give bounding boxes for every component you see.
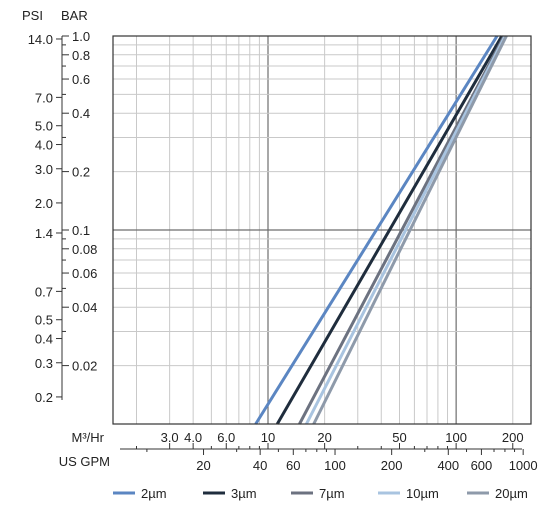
y-tick-label-bar: 0.8 xyxy=(72,48,90,63)
y-tick-label-psi: 4.0 xyxy=(35,138,53,153)
x-tick-label-m3hr: 4.0 xyxy=(184,430,202,445)
y-tick-label-psi: 1.4 xyxy=(35,226,53,241)
x-tick-label-gpm: 400 xyxy=(437,458,459,473)
y-tick-label-psi: 3.0 xyxy=(35,162,53,177)
x-tick-label-gpm: 40 xyxy=(253,458,267,473)
x-unit-gpm: US GPM xyxy=(59,454,110,469)
y-tick-label-bar: 0.6 xyxy=(72,72,90,87)
series-line xyxy=(312,35,508,425)
x-tick-label-gpm: 1000 xyxy=(509,458,538,473)
x-tick-label-gpm: 60 xyxy=(286,458,300,473)
series-line xyxy=(298,35,506,425)
y-tick-label-bar: 0.4 xyxy=(72,106,90,121)
x-tick-label-m3hr: 10 xyxy=(261,430,275,445)
y-tick-label-psi: 14.0 xyxy=(28,32,53,47)
x-axis: M³/Hr US GPM 3.0 4.0 6.0 10 20 50 100 200 20 40 60 10… xyxy=(59,430,538,473)
series-line xyxy=(254,35,499,425)
grid xyxy=(113,36,531,424)
y-tick-label-bar: 0.04 xyxy=(72,300,97,315)
y-tick-label-psi: 0.5 xyxy=(35,313,53,328)
x-tick-label-m3hr: 100 xyxy=(445,430,467,445)
y-tick-label-bar: 0.06 xyxy=(72,266,97,281)
legend-label: 7µm xyxy=(319,486,345,501)
series-lines xyxy=(254,35,508,425)
x-tick-label-gpm: 20 xyxy=(196,458,210,473)
x-tick-label-gpm: 200 xyxy=(381,458,403,473)
y-tick-label-psi: 0.2 xyxy=(35,390,53,405)
x-tick-label-gpm: 100 xyxy=(324,458,346,473)
x-tick-label-m3hr: 3.0 xyxy=(161,430,179,445)
legend-label: 10µm xyxy=(406,486,439,501)
x-tick-label-m3hr: 20 xyxy=(317,430,331,445)
legend-label: 3µm xyxy=(231,486,257,501)
y-tick-label-bar: 0.02 xyxy=(72,359,97,374)
y-axis: PSI BAR 1.0 0.8 0.6 0.4 0.2 0.1 0.08 0.06 0.04 0.02… xyxy=(22,8,97,405)
y-unit-psi: PSI xyxy=(22,8,43,23)
x-tick-label-m3hr: 6.0 xyxy=(217,430,235,445)
x-tick-label-gpm: 600 xyxy=(471,458,493,473)
legend-label: 2µm xyxy=(141,486,167,501)
x-tick-label-m3hr: 50 xyxy=(392,430,406,445)
legend-label: 20µm xyxy=(495,486,528,501)
y-tick-label-psi: 0.4 xyxy=(35,332,53,347)
x-tick-label-m3hr: 200 xyxy=(502,430,524,445)
y-tick-label-psi: 0.3 xyxy=(35,356,53,371)
plot-frame xyxy=(112,35,532,425)
y-tick-label-bar: 1.0 xyxy=(72,29,90,44)
y-tick-label-bar: 0.08 xyxy=(72,242,97,257)
y-tick-label-psi: 0.7 xyxy=(35,284,53,299)
y-tick-label-psi: 7.0 xyxy=(35,90,53,105)
y-unit-bar: BAR xyxy=(61,8,88,23)
y-tick-label-bar: 0.1 xyxy=(72,223,90,238)
y-tick-label-psi: 2.0 xyxy=(35,196,53,211)
legend: 2µm 3µm 7µm 10µm 20µm xyxy=(113,486,528,501)
series-line xyxy=(305,35,507,425)
y-tick-label-bar: 0.2 xyxy=(72,165,90,180)
y-tick-label-psi: 5.0 xyxy=(35,119,53,134)
series-line xyxy=(275,35,504,425)
x-unit-m3hr: M³/Hr xyxy=(72,430,105,445)
